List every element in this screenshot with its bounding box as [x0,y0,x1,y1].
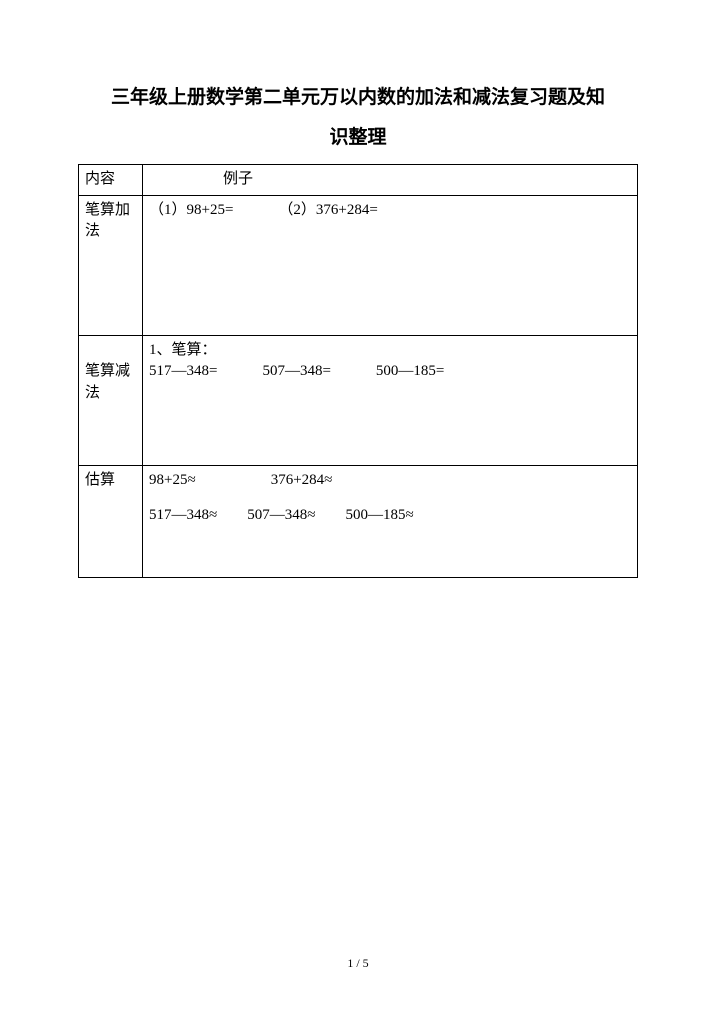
page-footer: 1 / 5 [0,956,716,971]
title-line-1: 三年级上册数学第二单元万以内数的加法和减法复习题及知 [78,78,638,118]
page-container: 三年级上册数学第二单元万以内数的加法和减法复习题及知 识整理 内容 例子 笔算加… [0,0,716,578]
table-row: 笔算减法 1、笔算： 517—348= 507—348= 500—185= [79,335,638,465]
row-label-text: 笔算加法 [85,202,130,240]
table-header-row: 内容 例子 [79,164,638,195]
row-content-addition: （1）98+25= （2）376+284= [143,195,638,335]
table-row: 估算 98+25≈ 376+284≈ 517—348≈ 507—348≈ 500… [79,465,638,577]
row-label-text: 笔算减法 [85,363,130,401]
row-content-estimate: 98+25≈ 376+284≈ 517—348≈ 507—348≈ 500—18… [143,465,638,577]
row-content-text: （1）98+25= （2）376+284= [149,202,378,218]
row-label-text: 估算 [85,472,115,488]
table-row: 笔算加法 （1）98+25= （2）376+284= [79,195,638,335]
worksheet-table: 内容 例子 笔算加法 （1）98+25= （2）376+284= 笔算减法 1、… [78,164,638,578]
row-content-line: 1、笔算： [149,340,631,362]
row-label-addition: 笔算加法 [79,195,143,335]
row-label-estimate: 估算 [79,465,143,577]
page-title: 三年级上册数学第二单元万以内数的加法和减法复习题及知 识整理 [78,78,638,158]
row-content-line: 517—348≈ 507—348≈ 500—185≈ [149,505,631,527]
title-line-2: 识整理 [78,118,638,158]
row-content-line: 517—348= 507—348= 500—185= [149,361,631,383]
spacer [149,491,631,505]
header-col-example: 例子 [143,164,638,195]
row-label-subtraction: 笔算减法 [79,335,143,465]
row-content-line: 98+25≈ 376+284≈ [149,470,631,492]
row-content-subtraction: 1、笔算： 517—348= 507—348= 500—185= [143,335,638,465]
header-col-content: 内容 [79,164,143,195]
